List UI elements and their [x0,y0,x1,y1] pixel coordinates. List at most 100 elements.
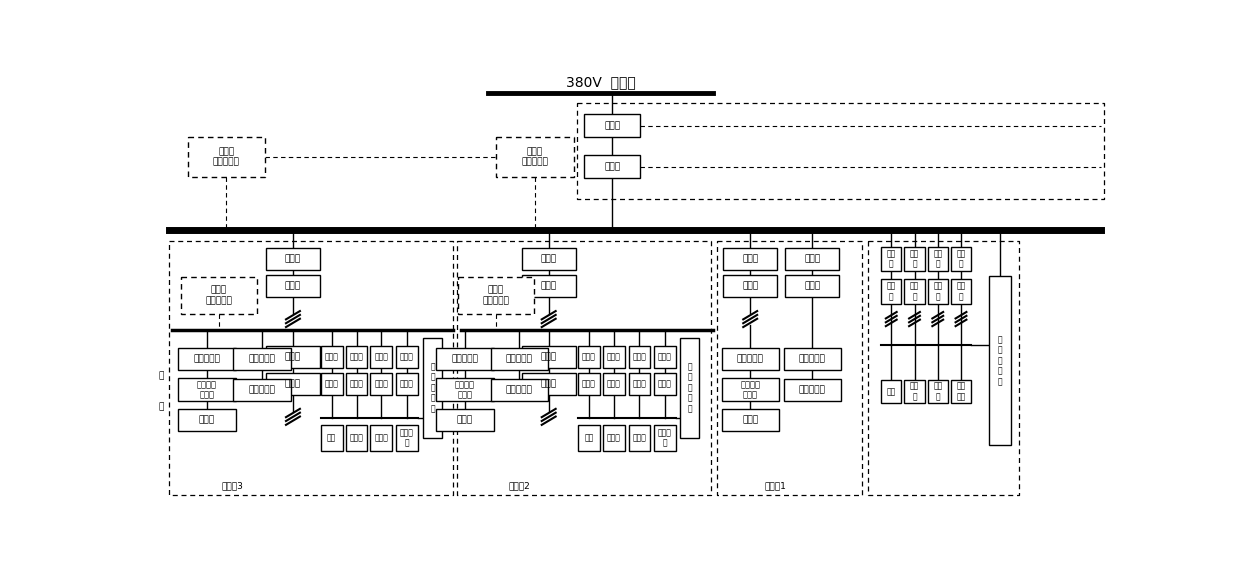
Text: 电子
负荷: 电子 负荷 [956,382,966,401]
Text: 灯泡: 灯泡 [584,433,594,442]
Text: 断路器: 断路器 [658,379,672,388]
Text: 接触器: 接触器 [742,255,759,264]
Bar [951,247,971,272]
Text: 接触器: 接触器 [604,121,620,130]
Text: 铁锂电池组: 铁锂电池组 [799,386,826,395]
Bar [423,337,441,438]
Bar [951,279,971,304]
Text: 光伏直流
配电箱: 光伏直流 配电箱 [740,380,760,400]
Text: 负
荷
配
电
箱: 负 荷 配 电 箱 [687,362,692,413]
Text: 区域型
一体化终端: 区域型 一体化终端 [482,286,510,305]
Text: 断路器: 断路器 [285,379,301,388]
Text: 断路器: 断路器 [401,379,414,388]
Bar [722,378,779,401]
Text: 光伏逆变器: 光伏逆变器 [193,354,221,363]
Text: 接触器: 接触器 [285,255,301,264]
Text: 接触器: 接触器 [658,352,672,361]
Bar [603,373,625,395]
Bar [785,275,839,297]
Bar [723,248,777,270]
Text: 储能变流器: 储能变流器 [248,354,275,363]
Text: 断路器: 断路器 [632,379,646,388]
Bar [584,114,640,137]
Bar [785,248,839,270]
Bar [265,346,320,367]
Bar [928,247,947,272]
Bar [396,373,418,395]
Text: 接触器: 接触器 [606,352,621,361]
Text: 断路器: 断路器 [606,379,621,388]
Bar [233,348,290,370]
Text: 接触器: 接触器 [350,352,363,361]
Bar [655,373,676,395]
Text: 子微网3: 子微网3 [222,481,243,490]
Bar [436,348,494,370]
Text: 负载箱: 负载箱 [606,433,621,442]
Bar [584,155,640,178]
Text: 区域型
中央控制器: 区域型 中央控制器 [213,147,239,166]
Text: 断路器: 断路器 [541,379,557,388]
Text: 断路器: 断路器 [804,281,821,290]
Text: 接触器: 接触器 [582,352,596,361]
Text: 负载
箱: 负载 箱 [910,382,919,401]
Text: 光伏直流
配电箱: 光伏直流 配电箱 [197,380,217,400]
Bar [321,373,342,395]
Bar [603,346,625,367]
Text: 断路器: 断路器 [541,281,557,290]
Text: 接触器: 接触器 [632,352,646,361]
Bar [522,275,575,297]
Text: 接触器: 接触器 [401,352,414,361]
Bar [904,247,925,272]
Bar [882,247,901,272]
Text: 铁锂电池组: 铁锂电池组 [506,386,533,395]
Text: 光伏板: 光伏板 [198,416,215,425]
Text: 接触
器: 接触 器 [887,249,895,269]
Text: 断路器: 断路器 [350,379,363,388]
Text: 电子负
荷: 电子负 荷 [401,428,414,447]
Text: 断路器: 断路器 [285,281,301,290]
Bar [990,276,1011,445]
Bar [522,346,575,367]
Bar [371,373,392,395]
Bar [321,425,342,451]
Bar [578,373,600,395]
Text: 灯泡: 灯泡 [887,387,895,396]
Text: 灯泡: 灯泡 [327,433,336,442]
Bar [578,425,600,451]
Text: ：: ： [159,371,164,380]
Bar [346,425,367,451]
Bar [629,346,650,367]
Text: 区域型
一体化终端: 区域型 一体化终端 [521,147,548,166]
Bar [179,348,236,370]
Text: 子微网2: 子微网2 [508,481,531,490]
Text: 储能变流器: 储能变流器 [799,354,826,363]
Bar [904,279,925,304]
Text: 接触器: 接触器 [325,352,339,361]
Bar [784,379,841,401]
Bar [179,378,236,401]
Bar [882,279,901,304]
Bar [265,275,320,297]
Text: 光伏板: 光伏板 [456,416,474,425]
Text: 光伏板: 光伏板 [742,416,759,425]
Bar [655,425,676,451]
Bar [928,279,947,304]
Bar [603,425,625,451]
Bar [491,348,548,370]
Bar [496,137,573,176]
Bar [655,346,676,367]
Bar [233,379,290,401]
Text: 断路
器: 断路 器 [887,282,895,301]
Text: 接触
器: 接触 器 [934,249,942,269]
Text: 断路器: 断路器 [604,162,620,171]
Bar [371,425,392,451]
Bar [265,373,320,395]
Bar [681,337,699,438]
Bar [784,348,841,370]
Bar [179,409,236,431]
Bar [321,346,342,367]
Bar [722,348,779,370]
Bar [458,277,534,314]
Text: 光伏逆变器: 光伏逆变器 [451,354,479,363]
Bar [181,277,257,314]
